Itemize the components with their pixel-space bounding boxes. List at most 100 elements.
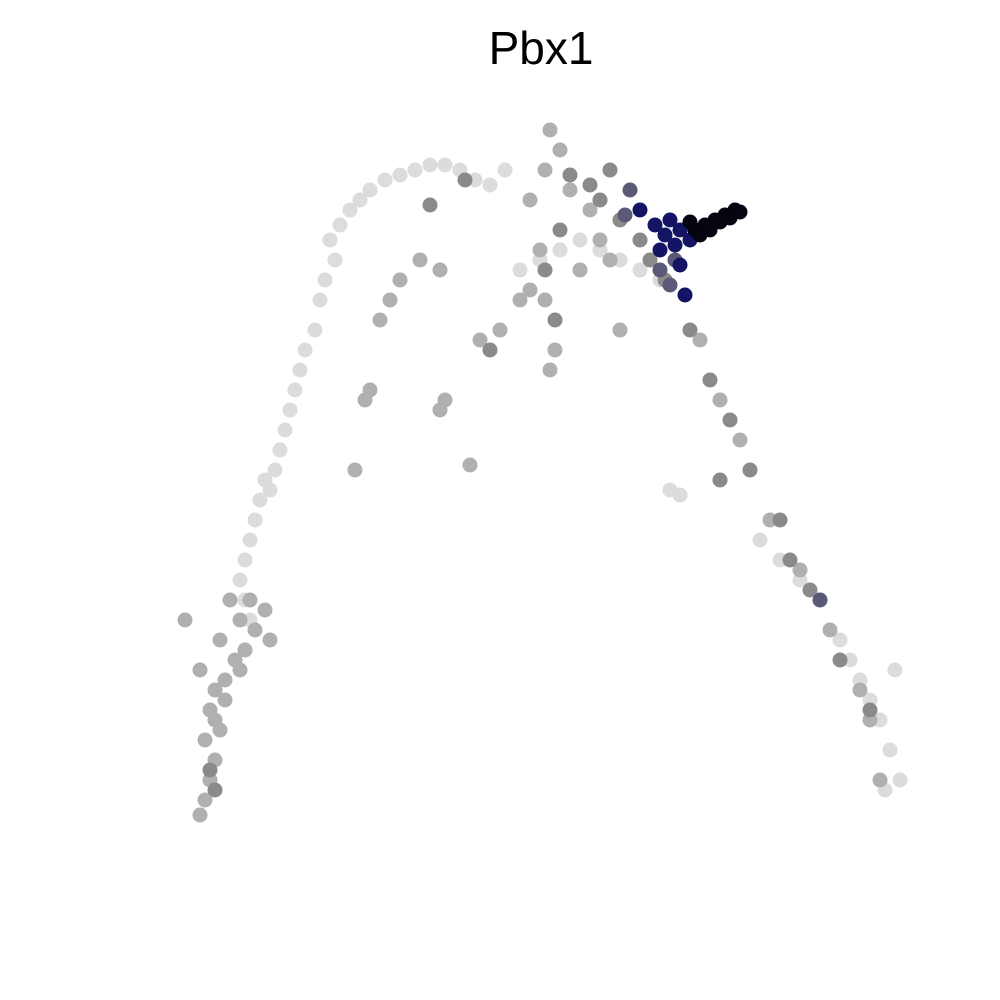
point bbox=[752, 532, 768, 548]
point bbox=[497, 162, 513, 178]
point bbox=[392, 272, 408, 288]
point bbox=[202, 762, 218, 778]
point bbox=[212, 632, 228, 648]
point bbox=[702, 222, 718, 238]
point bbox=[672, 487, 688, 503]
point bbox=[682, 322, 698, 338]
point bbox=[472, 332, 488, 348]
point bbox=[422, 197, 438, 213]
point bbox=[662, 277, 678, 293]
point bbox=[682, 214, 698, 230]
point bbox=[282, 402, 298, 418]
point bbox=[257, 602, 273, 618]
point bbox=[732, 432, 748, 448]
point bbox=[792, 562, 808, 578]
point bbox=[232, 612, 248, 628]
point bbox=[392, 167, 408, 183]
point bbox=[482, 177, 498, 193]
point bbox=[642, 252, 658, 268]
point bbox=[232, 572, 248, 588]
point bbox=[257, 472, 273, 488]
point bbox=[542, 122, 558, 138]
point bbox=[572, 232, 588, 248]
point bbox=[247, 622, 263, 638]
point bbox=[812, 592, 828, 608]
point bbox=[432, 262, 448, 278]
point bbox=[237, 552, 253, 568]
point bbox=[537, 162, 553, 178]
point bbox=[437, 157, 453, 173]
point bbox=[522, 192, 538, 208]
point bbox=[237, 642, 253, 658]
point bbox=[457, 172, 473, 188]
point bbox=[537, 292, 553, 308]
point bbox=[222, 592, 238, 608]
point bbox=[652, 242, 668, 258]
point bbox=[572, 262, 588, 278]
point bbox=[272, 442, 288, 458]
point bbox=[622, 182, 638, 198]
point bbox=[887, 662, 903, 678]
point bbox=[217, 672, 233, 688]
point bbox=[852, 682, 868, 698]
point bbox=[192, 662, 208, 678]
point bbox=[277, 422, 293, 438]
point bbox=[552, 242, 568, 258]
point bbox=[882, 742, 898, 758]
point bbox=[592, 232, 608, 248]
point bbox=[582, 202, 598, 218]
point bbox=[552, 222, 568, 238]
point bbox=[372, 312, 388, 328]
point bbox=[342, 202, 358, 218]
point bbox=[552, 142, 568, 158]
point bbox=[632, 262, 648, 278]
point bbox=[242, 532, 258, 548]
point bbox=[782, 552, 798, 568]
point bbox=[672, 257, 688, 273]
point bbox=[722, 412, 738, 428]
point bbox=[287, 382, 303, 398]
point bbox=[177, 612, 193, 628]
point bbox=[832, 632, 848, 648]
point bbox=[217, 692, 233, 708]
point bbox=[722, 210, 738, 226]
point bbox=[702, 372, 718, 388]
point bbox=[382, 292, 398, 308]
point bbox=[772, 512, 788, 528]
point bbox=[492, 322, 508, 338]
point bbox=[207, 682, 223, 698]
point bbox=[192, 807, 208, 823]
point bbox=[267, 462, 283, 478]
point bbox=[462, 457, 478, 473]
point bbox=[412, 252, 428, 268]
point bbox=[632, 202, 648, 218]
point bbox=[692, 332, 708, 348]
point bbox=[512, 292, 528, 308]
point bbox=[207, 712, 223, 728]
point bbox=[872, 772, 888, 788]
point bbox=[652, 262, 668, 278]
point bbox=[482, 342, 498, 358]
point bbox=[712, 392, 728, 408]
point bbox=[677, 287, 693, 303]
point bbox=[347, 462, 363, 478]
point bbox=[822, 622, 838, 638]
point bbox=[292, 362, 308, 378]
point bbox=[537, 262, 553, 278]
point bbox=[832, 652, 848, 668]
point bbox=[547, 312, 563, 328]
point bbox=[297, 342, 313, 358]
point bbox=[197, 792, 213, 808]
point bbox=[657, 227, 673, 243]
point bbox=[407, 162, 423, 178]
point bbox=[742, 462, 758, 478]
point bbox=[422, 157, 438, 173]
point bbox=[582, 177, 598, 193]
point bbox=[662, 212, 678, 228]
point bbox=[352, 192, 368, 208]
point bbox=[617, 207, 633, 223]
point bbox=[532, 242, 548, 258]
point bbox=[672, 222, 688, 238]
point bbox=[647, 217, 663, 233]
